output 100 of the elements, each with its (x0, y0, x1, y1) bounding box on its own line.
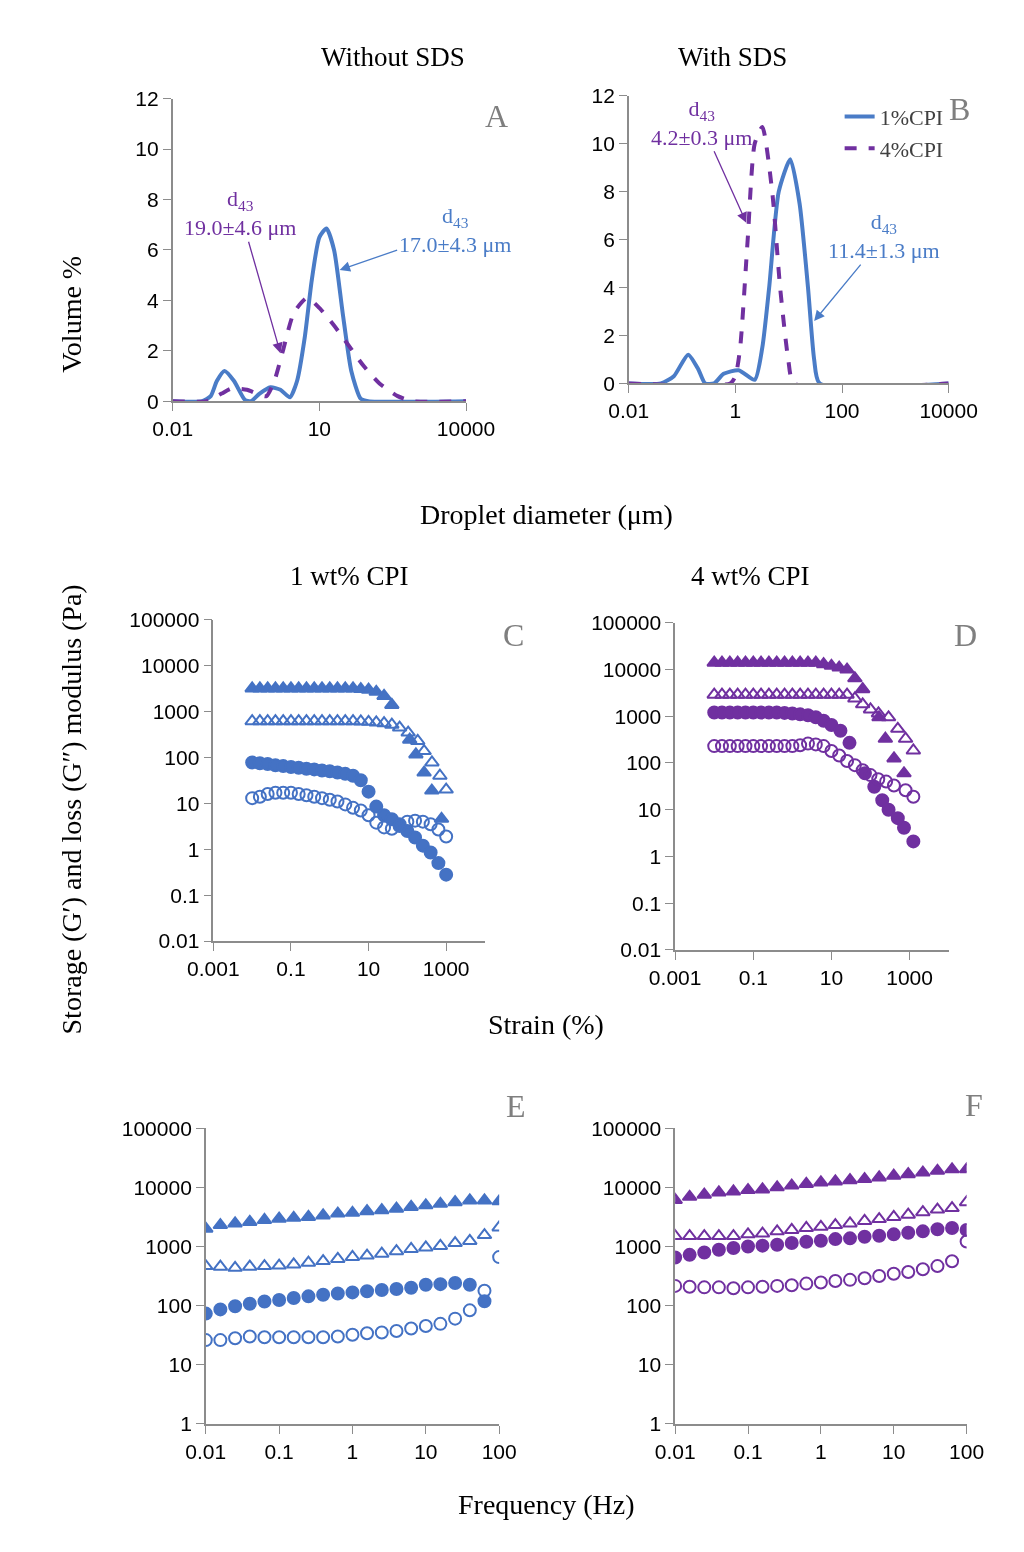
point (755, 1238, 770, 1253)
y-tick-label: 10000 (602, 657, 662, 681)
y-tick-label: 1000 (152, 699, 200, 723)
point (945, 1254, 960, 1269)
point (431, 822, 446, 837)
point (854, 682, 871, 694)
chart-title: With SDS (678, 42, 788, 72)
point (448, 1311, 463, 1326)
point (944, 1162, 960, 1174)
x-axis-title: Strain (%) (488, 1009, 604, 1040)
x-axis-title: Frequency (Hz) (458, 1489, 635, 1520)
point (915, 1262, 930, 1277)
point (257, 1294, 272, 1309)
point (369, 815, 384, 830)
point (408, 813, 423, 828)
point (330, 794, 345, 809)
y-tick-label: 4 (147, 288, 160, 312)
point (726, 1241, 741, 1256)
point (316, 1287, 331, 1302)
point (847, 758, 862, 773)
point (415, 814, 430, 829)
point (418, 1277, 433, 1292)
x-tick-label: 1 (729, 399, 742, 423)
point (710, 1185, 727, 1197)
point (315, 791, 330, 806)
point (256, 1259, 273, 1271)
y-tick-label: 10000 (133, 1175, 192, 1199)
point (408, 830, 423, 845)
point (388, 1201, 405, 1213)
point (275, 714, 292, 726)
point (722, 739, 737, 754)
x-tick-label: 0.1 (738, 965, 768, 989)
point (389, 1324, 404, 1339)
point (322, 792, 337, 807)
point (448, 1276, 463, 1291)
point (730, 739, 745, 754)
point (769, 1180, 786, 1192)
point (329, 1206, 346, 1218)
point (272, 1330, 287, 1345)
point (930, 1259, 945, 1274)
point (824, 744, 839, 759)
point (815, 687, 832, 699)
point (726, 1281, 741, 1296)
annotation: d$_{43}$ 11.4±1.3 μm (828, 209, 940, 263)
point (823, 687, 840, 699)
point (856, 1172, 873, 1184)
point (711, 1280, 726, 1295)
point (329, 714, 346, 726)
x-tick-label: 0.1 (276, 956, 306, 980)
point (315, 1208, 332, 1220)
x-tick-label: 1 (815, 1439, 827, 1463)
point (754, 1226, 771, 1238)
point (477, 1283, 492, 1298)
point (374, 1325, 389, 1340)
point (291, 787, 306, 802)
point (359, 1248, 375, 1260)
y-tick-label: 1000 (614, 704, 662, 728)
point (885, 1168, 902, 1180)
point (944, 1201, 960, 1213)
point (315, 1254, 332, 1266)
point (793, 738, 808, 753)
point (477, 1294, 492, 1309)
point (783, 1178, 800, 1190)
point (251, 714, 268, 726)
point (272, 1293, 287, 1308)
point (316, 1330, 331, 1345)
point (870, 706, 887, 718)
point (839, 662, 855, 674)
point (344, 1249, 361, 1261)
y-tick-label: 100 (164, 745, 200, 769)
point (431, 768, 448, 780)
y-tick-label: 10 (637, 798, 662, 822)
point (741, 1239, 756, 1254)
point (784, 1278, 799, 1293)
point (901, 1264, 916, 1279)
y-tick-label: 100 (626, 1293, 662, 1317)
point (433, 1316, 448, 1331)
chart-title: Without SDS (321, 42, 465, 72)
point (770, 1278, 785, 1293)
point (353, 803, 368, 818)
x-axis-title: Droplet diameter (μm) (420, 499, 673, 530)
point (729, 687, 746, 699)
point (929, 1202, 946, 1214)
point (321, 714, 338, 726)
point (738, 739, 753, 754)
point (461, 1233, 478, 1245)
point (760, 687, 777, 699)
point (808, 737, 823, 752)
text: E (506, 1088, 526, 1124)
x-tick-label: 10 (414, 1439, 438, 1463)
point (476, 1193, 493, 1205)
point (404, 1321, 419, 1336)
point (352, 714, 369, 726)
point (276, 785, 291, 800)
x-tick-label: 1 (346, 1439, 359, 1463)
point (783, 1222, 800, 1234)
point (754, 739, 769, 754)
point (330, 1329, 345, 1344)
point (424, 755, 440, 767)
x-tick-label: 100 (824, 399, 860, 423)
